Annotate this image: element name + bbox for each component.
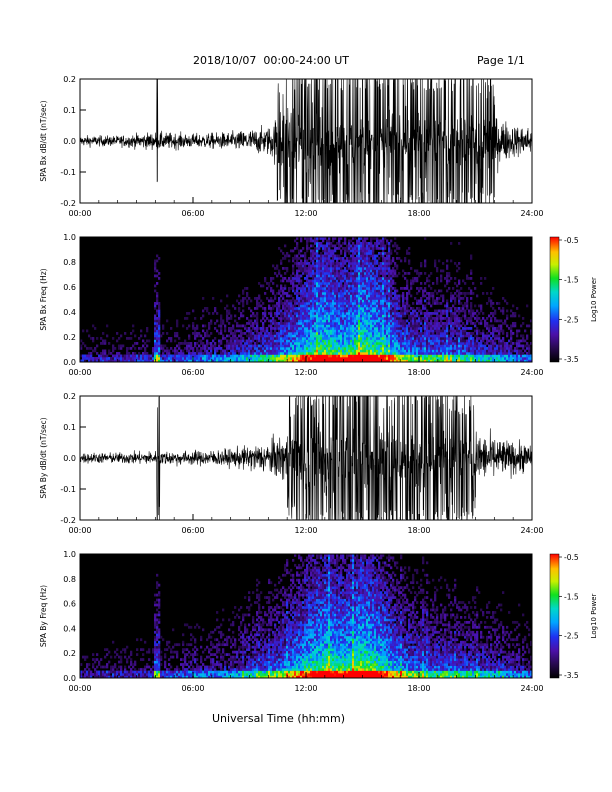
x-tick-label: 24:00	[520, 368, 543, 377]
y-tick-label: 0.0	[63, 137, 76, 146]
y-tick-label: 0.2	[63, 392, 76, 401]
x-tick-label: 18:00	[407, 368, 430, 377]
series-line	[80, 79, 532, 203]
page-title: 2018/10/07 00:00-24:00 UT	[193, 54, 350, 67]
colorbar	[549, 236, 560, 363]
y-tick-label: 0.8	[63, 258, 76, 267]
x-tick-label: 06:00	[181, 209, 204, 218]
x-tick-label: 24:00	[520, 684, 543, 693]
y-tick-label: 0.2	[63, 333, 76, 342]
page-number: Page 1/1	[477, 54, 525, 67]
y-tick-label: 0.0	[63, 358, 76, 367]
y-axis-label: SPA Bx Freq (Hz)	[39, 268, 48, 330]
x-tick-label: 00:00	[68, 209, 91, 218]
x-tick-label: 18:00	[407, 526, 430, 535]
y-tick-label: 1.0	[63, 233, 76, 242]
x-tick-label: 00:00	[68, 526, 91, 535]
panel-4: -0.5 -1.5 -2.5 -3.5 Log10 Power 00:00 06:00 12:…	[39, 550, 598, 693]
x-tick-label: 06:00	[181, 368, 204, 377]
x-axis-label: Universal Time (hh:mm)	[212, 712, 345, 725]
y-tick-label: 0.0	[63, 674, 76, 683]
colorbar-tick-label: -1.5	[564, 276, 579, 285]
y-axis-label: SPA By dB/dt (nT/sec)	[39, 417, 48, 498]
x-tick-label: 06:00	[181, 684, 204, 693]
y-tick-label: 0.0	[63, 454, 76, 463]
colorbar-tick-label: -2.5	[564, 315, 579, 324]
colorbar-tick-label: -0.5	[564, 236, 579, 245]
x-tick-label: 00:00	[68, 368, 91, 377]
y-tick-label: 0.4	[63, 308, 76, 317]
y-tick-label: 0.4	[63, 624, 76, 633]
y-tick-label: 0.8	[63, 575, 76, 584]
x-tick-label: 18:00	[407, 209, 430, 218]
x-tick-label: 06:00	[181, 526, 204, 535]
y-tick-label: -0.2	[60, 199, 76, 208]
colorbar-label: Log10 Power	[590, 593, 598, 638]
colorbar-tick-label: -0.5	[564, 553, 579, 562]
colorbar-tick-label: -3.5	[564, 355, 579, 364]
colorbar-label: Log10 Power	[590, 277, 598, 322]
x-tick-label: 24:00	[520, 526, 543, 535]
y-tick-label: 0.2	[63, 649, 76, 658]
x-tick-label: 18:00	[407, 684, 430, 693]
y-tick-label: 0.1	[63, 106, 76, 115]
panel-3: 00:00 06:00 12:00 18:00 24:00 -0.2 -0.1 0.0 0.1 0…	[39, 392, 544, 535]
x-tick-label: 24:00	[520, 209, 543, 218]
y-tick-label: 0.1	[63, 423, 76, 432]
panel-2: -0.5 -1.5 -2.5 -3.5 Log10 Power 00:00 06:00 12:…	[39, 233, 598, 377]
y-tick-label: 0.6	[63, 283, 76, 292]
series-line	[80, 396, 532, 520]
x-tick-label: 00:00	[68, 684, 91, 693]
x-tick-label: 12:00	[294, 209, 317, 218]
colorbar-tick-label: -2.5	[564, 632, 579, 641]
y-tick-label: 0.2	[63, 75, 76, 84]
panel-1: 00:00 06:00 12:00 18:00 24:00 -0.2 -0.1 0.0 0.1 0…	[39, 75, 544, 218]
y-tick-label: -0.1	[60, 485, 76, 494]
y-tick-label: -0.2	[60, 516, 76, 525]
x-tick-label: 12:00	[294, 368, 317, 377]
x-tick-label: 12:00	[294, 526, 317, 535]
colorbar-tick-label: -3.5	[564, 671, 579, 680]
y-axis-label: SPA By Freq (Hz)	[39, 585, 48, 647]
y-tick-label: 1.0	[63, 550, 76, 559]
colorbar	[549, 553, 560, 679]
y-axis-label: SPA Bx dB/dt (nT/sec)	[39, 100, 48, 181]
y-tick-label: -0.1	[60, 168, 76, 177]
y-tick-label: 0.6	[63, 600, 76, 609]
x-tick-label: 12:00	[294, 684, 317, 693]
colorbar-tick-label: -1.5	[564, 592, 579, 601]
